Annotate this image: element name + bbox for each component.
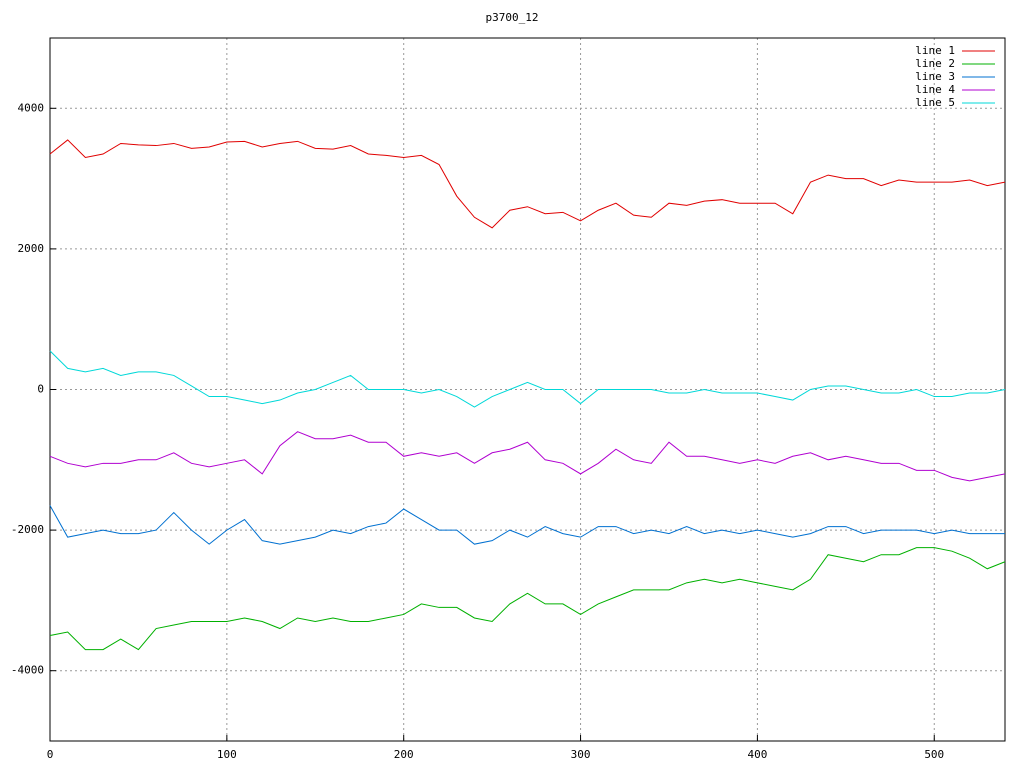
- x-tick-label: 0: [47, 748, 54, 761]
- legend-label: line 3: [915, 70, 955, 83]
- series-line: [49, 431, 1006, 482]
- chart-title: p3700_12: [486, 11, 539, 24]
- x-tick-label: 500: [924, 748, 944, 761]
- x-tick-label: 200: [394, 748, 414, 761]
- series-line: [49, 547, 1006, 651]
- legend-label: line 5: [915, 96, 955, 109]
- legend-label: line 2: [915, 57, 955, 70]
- y-tick-label: 2000: [18, 242, 45, 255]
- series-line: [49, 350, 1006, 408]
- x-tick-label: 100: [217, 748, 237, 761]
- x-tick-label: 400: [747, 748, 767, 761]
- x-tick-label: 300: [571, 748, 591, 761]
- y-tick-label: 4000: [18, 101, 45, 114]
- series-line: [49, 505, 1005, 545]
- legend-label: line 4: [915, 83, 955, 96]
- series-line: [49, 139, 1006, 229]
- y-tick-label: 0: [37, 383, 44, 396]
- legend-label: line 1: [915, 44, 955, 57]
- y-tick-label: -2000: [11, 523, 44, 536]
- y-tick-label: -4000: [11, 664, 44, 677]
